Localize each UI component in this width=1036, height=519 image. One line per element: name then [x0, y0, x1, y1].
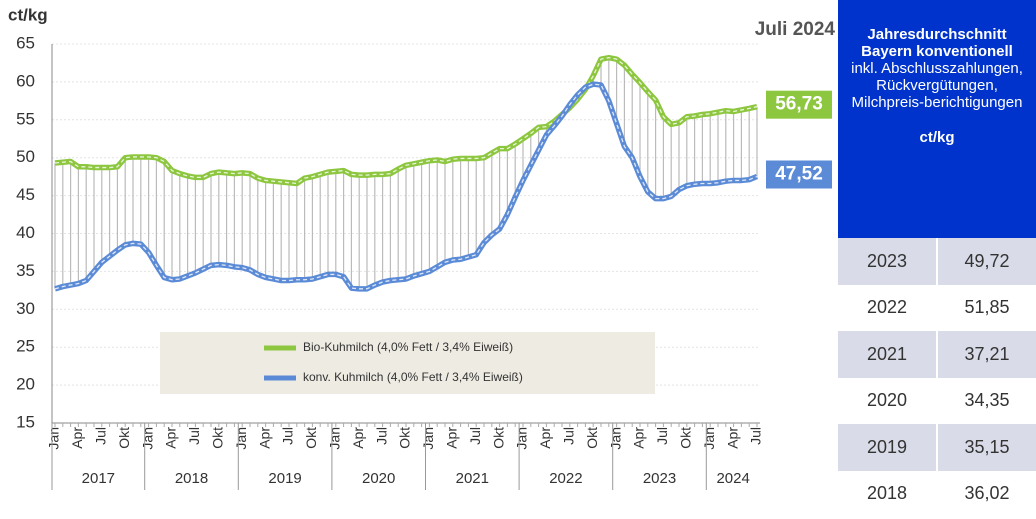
x-tick-label: Okt	[210, 427, 226, 449]
y-tick-label: 45	[16, 185, 35, 204]
table-row: 2021 37,21	[838, 331, 1036, 378]
end-label-box	[766, 90, 832, 119]
legend-label: konv. Kuhmilch (4,0% Fett / 3,4% Eiweiß)	[303, 370, 523, 384]
average-value: 51,85	[964, 297, 1010, 318]
x-tick-label: Jul	[93, 427, 109, 445]
table-row: 2022 51,85	[838, 284, 1036, 331]
y-tick-label: 35	[16, 261, 35, 280]
year-label: 2024	[716, 470, 749, 487]
y-tick-label: 60	[16, 71, 35, 90]
table-row: 2023 49,72	[838, 238, 1036, 285]
x-tick-label: Apr	[256, 427, 272, 449]
average-value: 49,72	[964, 250, 1010, 271]
x-tick-label: Jan	[420, 427, 436, 450]
x-tick-label: Jul	[373, 427, 389, 445]
legend-box	[160, 332, 655, 394]
year-cell: 2020	[838, 377, 938, 424]
x-tick-label: Jan	[233, 427, 249, 450]
y-tick-label: 40	[16, 223, 35, 242]
x-tick-label: Jul	[280, 427, 296, 445]
x-tick-label: Jul	[186, 427, 202, 445]
average-value: 36,02	[964, 483, 1010, 504]
end-label: 47,52	[775, 164, 823, 185]
table-header: Jahresdurchschnitt Bayern konventionell …	[838, 0, 1036, 238]
year-cell: 2023	[838, 238, 938, 285]
year-cell: 2019	[838, 424, 938, 471]
table-row: 2020 34,35	[838, 377, 1036, 424]
year-label: 2022	[549, 470, 582, 487]
x-tick-label: Apr	[724, 427, 740, 449]
x-tick-label: Okt	[397, 427, 413, 449]
x-tick-label: Jan	[327, 427, 343, 450]
year-cell: 2022	[838, 284, 938, 331]
header-unit: ct/kg	[919, 129, 955, 146]
x-tick-label: Jan	[607, 427, 623, 450]
y-tick-label: 30	[16, 299, 35, 318]
x-tick-label: Apr	[163, 427, 179, 449]
x-tick-label: Okt	[490, 427, 506, 449]
average-value: 37,21	[964, 343, 1010, 364]
y-tick-label: 20	[16, 375, 35, 394]
average-value: 35,15	[964, 436, 1010, 457]
year-label: 2021	[456, 470, 489, 487]
average-value: 34,35	[964, 390, 1010, 411]
table-row: 2019 35,15	[838, 424, 1036, 471]
table-row: 2018 36,02	[838, 470, 1036, 517]
series-line	[54, 54, 758, 187]
y-tick-label: 15	[16, 412, 35, 431]
year-cell: 2021	[838, 331, 938, 378]
y-tick-label: 65	[16, 33, 35, 52]
y-tick-label: 25	[16, 337, 35, 356]
y-tick-label: 55	[16, 109, 35, 128]
header-title: Jahresdurchschnitt Bayern konventionell	[861, 26, 1013, 60]
x-tick-label: Jul	[654, 427, 670, 445]
header-note: inkl. Abschlusszahlungen, Rückvergütunge…	[851, 60, 1023, 111]
x-tick-label: Jan	[701, 427, 717, 450]
x-tick-label: Apr	[631, 427, 647, 449]
series-line-highlight	[54, 83, 758, 290]
year-label: 2019	[268, 470, 301, 487]
end-label-box	[766, 160, 832, 189]
year-label: 2018	[175, 470, 208, 487]
period-label: Juli 2024	[755, 19, 836, 40]
x-tick-label: Jul	[748, 427, 764, 445]
table-body: 2023 49,72 2022 51,85 2021 37,21 2020 34,35 2019…	[838, 238, 1036, 517]
year-cell: 2018	[838, 470, 938, 517]
x-tick-label: Jul	[467, 427, 483, 445]
x-tick-label: Jan	[514, 427, 530, 450]
x-tick-label: Jan	[46, 427, 62, 450]
year-label: 2023	[643, 470, 676, 487]
year-label: 2020	[362, 470, 395, 487]
x-tick-label: Okt	[303, 427, 319, 449]
x-tick-label: Apr	[444, 427, 460, 449]
y-tick-label: 50	[16, 147, 35, 166]
x-tick-label: Okt	[678, 427, 694, 449]
year-label: 2017	[82, 470, 115, 487]
y-axis-unit: ct/kg	[8, 5, 48, 24]
end-label: 56,73	[775, 94, 823, 115]
average-table: Jahresdurchschnitt Bayern konventionell …	[838, 0, 1036, 517]
series-line-highlight	[54, 56, 758, 185]
chart: ct/kg Juli 2024 15 20 25 30 35 40 45 50 55 60 65 Ja…	[8, 5, 836, 490]
x-tick-label: Jan	[139, 427, 155, 450]
legend-label: Bio-Kuhmilch (4,0% Fett / 3,4% Eiweiß)	[303, 340, 513, 354]
x-tick-label: Okt	[116, 427, 132, 449]
x-tick-label: Apr	[69, 427, 85, 449]
x-tick-label: Jul	[561, 427, 577, 445]
x-tick-label: Apr	[537, 427, 553, 449]
x-tick-label: Apr	[350, 427, 366, 449]
x-tick-label: Okt	[584, 427, 600, 449]
